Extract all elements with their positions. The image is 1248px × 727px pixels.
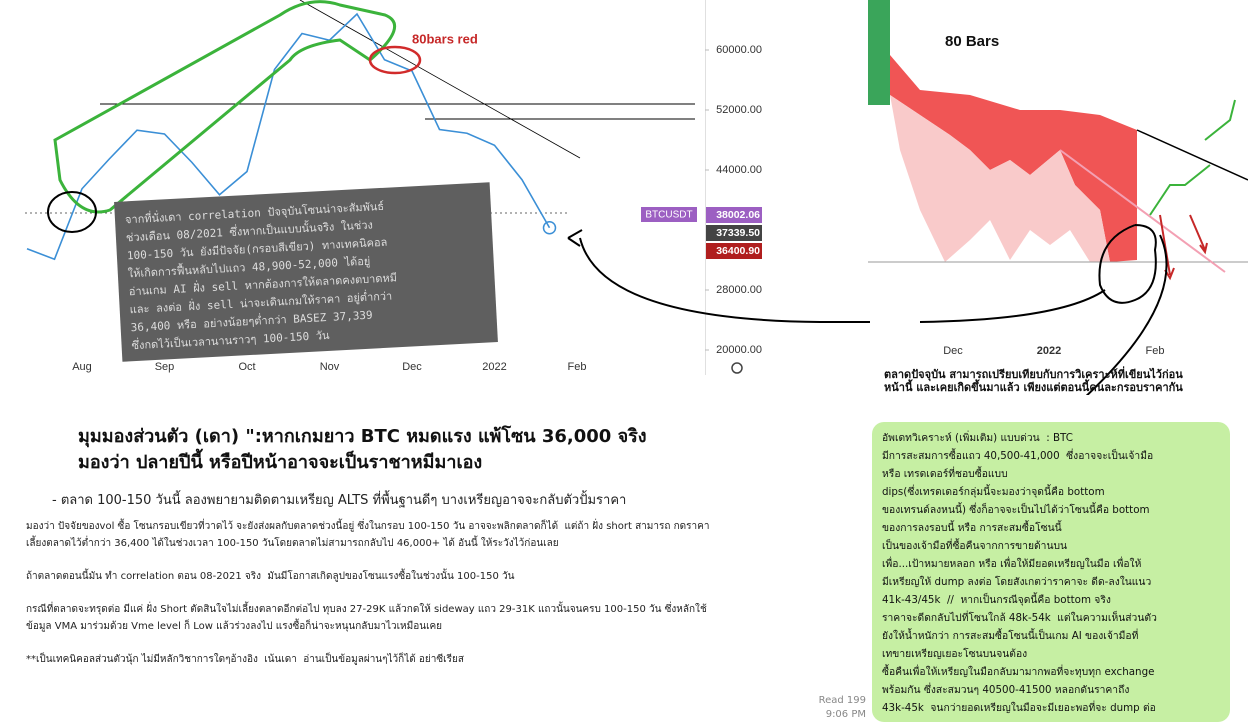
caption: ตลาดปัจจุบัน สามารถเปรียบเทียบกับการวิเค… — [884, 368, 1183, 394]
chart-title: 80 Bars — [945, 33, 999, 50]
red-area — [890, 55, 1137, 262]
chat-line: อัพเดทวิเคราะห์ (เพิ่มเติม) แบบด่วน : BT… — [882, 432, 1073, 444]
last-price-dot — [542, 221, 557, 235]
price-tag-bg — [706, 207, 762, 223]
chat-line: เพื่อ...เป้าหมายหลอก หรือ เพื่อให้มียอดเ… — [882, 558, 1142, 570]
price-line — [26, 12, 551, 261]
paragraph: ถ้าตลาดตอนนี้มัน ทำ correlation ตอน 08-2… — [26, 568, 816, 585]
trend-line — [299, 0, 581, 159]
pink-trend — [1059, 149, 1226, 273]
chat-meta: Read 199 9:06 PM — [806, 694, 866, 722]
paragraph-line: กรณีที่ตลาดจะทรุดต่อ มีแค่ ฝั่ง Short ตั… — [26, 604, 707, 615]
x-tick-label: 2022 — [1037, 345, 1061, 357]
paragraph-line: ถ้าตลาดตอนนี้มัน ทำ correlation ตอน 08-2… — [26, 571, 515, 582]
x-tick-label: Dec — [402, 361, 422, 373]
arrow-curve — [1085, 234, 1168, 395]
chat-line: ของเทรนด์ลงหนนี้) ซึ่งก็อาจจะเป็นไปได้ว่… — [882, 504, 1150, 516]
price-tag-bg — [706, 225, 762, 241]
chat-line: เป็นของเจ้ามือที่ซื้อคืนจากการขายด้านบน — [882, 540, 1068, 552]
chat-bubble: อัพเดทวิเคราะห์ (เพิ่มเติม) แบบด่วน : BT… — [872, 422, 1230, 722]
red-arrows — [1159, 214, 1208, 281]
black-circle — [1098, 224, 1157, 304]
x-tick-label: Sep — [155, 361, 175, 373]
chat-line: 43k-45k จนกว่ายอดเหรียญในมือจะมีเยอะพอที… — [882, 702, 1156, 714]
y-tick-label: 44000.00 — [716, 164, 762, 176]
caption-line: ตลาดปัจจุบัน สามารถเปรียบเทียบกับการวิเค… — [884, 368, 1183, 381]
paragraph-line: มองว่า ปัจจัยของvol ซื้อ โซนกรอบเขียวที่… — [26, 521, 710, 532]
green-channel — [53, 0, 396, 214]
caption-line: หน้านี้ และเคยเกิดขึ้นมาแล้ว เพียงแต่ตอน… — [884, 381, 1183, 394]
chat-line: ซื้อคืนเพื่อให้เหรียญในมือกลับมามากพอที่… — [882, 666, 1155, 678]
note-box: จากที่นั่งเดา correlation ปัจจุบันโซนน่า… — [114, 182, 498, 362]
chat-line: ราคาจะดีดกลับไปที่โซนใกล้ 48k-54k แต่ในค… — [882, 612, 1157, 624]
bullet: - ตลาด 100-150 วันนี้ ลองพยายามติดตามเหร… — [52, 493, 627, 508]
chat-line: หรือ เทรดเดอร์ที่ชอบซื้อแบบ — [882, 468, 1008, 480]
x-tick-label: Feb — [568, 361, 587, 373]
y-tick-label: 60000.00 — [716, 44, 762, 56]
time: 9:06 PM — [825, 709, 866, 720]
paragraph-line: เลี้ยงตลาดไว้ต่ำกว่า 36,400 ได้ในช่วงเวล… — [26, 538, 559, 549]
chat-line: dips(ซึ่งเทรดเดอร์กลุ่มนี้จะมองว่าจุดนี้… — [882, 486, 1105, 498]
x-tick-label: Aug — [72, 361, 92, 373]
headline: มุมมองส่วนตัว (เดา) ":หากเกมยาว BTC หมดแ… — [78, 424, 647, 476]
y-tick-label: 28000.00 — [716, 284, 762, 296]
annotation: 80bars red — [412, 31, 478, 46]
paragraph-line: **เป็นเทคนิคอลส่วนตัวนุ้ก ไม่มีหลักวิชาก… — [26, 654, 464, 665]
x-tick-label: 2022 — [482, 361, 506, 373]
bars-chart: 80 Bars Dec 2022 Feb — [868, 0, 1248, 395]
paragraphs: มองว่า ปัจจัยของvol ซื้อ โซนกรอบเขียวที่… — [26, 518, 816, 684]
symbol-tag-bg — [641, 207, 697, 222]
chat-line: มีการสะสมการซื้อแถว 40,500-41,000 ซึ่งอา… — [882, 450, 1154, 462]
paragraph-line: ข้อมูล VMA มาร่วมด้วย Vme level ก็ Low แ… — [26, 621, 443, 632]
paragraph: กรณีที่ตลาดจะทรุดต่อ มีแค่ ฝั่ง Short ตั… — [26, 601, 816, 635]
headline-line: มุมมองส่วนตัว (เดา) ":หากเกมยาว BTC หมดแ… — [78, 426, 647, 447]
price-tag: 37339.50 — [716, 227, 760, 239]
chat-line: เทขายเหรียญเยอะโซนบนจนต้อง — [882, 648, 1028, 660]
read-status: Read 199 — [818, 695, 866, 706]
paragraph: มองว่า ปัจจัยของvol ซื้อ โซนกรอบเขียวที่… — [26, 518, 816, 552]
black-circle — [47, 191, 97, 233]
price-tag: 38002.06 — [716, 209, 760, 221]
y-tick-label: 52000.00 — [716, 104, 762, 116]
axis-divider — [705, 0, 706, 375]
chat-line: 41k-43/45k // หากเป็นกรณีจุดนี้คือ botto… — [882, 594, 1111, 606]
headline-line: มองว่า ปลายปีนี้ หรือปีหน้าอาจจะเป็นราชา… — [78, 452, 483, 473]
red-circle — [368, 45, 422, 75]
chat-line: ของการลงรอบนี้ หรือ การสะสมซื้อโซนนี้ — [882, 522, 1062, 534]
symbol-tag: BTCUSDT — [645, 210, 692, 221]
black-trend — [1136, 129, 1248, 181]
green-area — [868, 0, 890, 105]
y-tick-label: 20000.00 — [716, 344, 762, 356]
x-tick-label: Feb — [1146, 345, 1165, 357]
green-arrows — [1149, 99, 1236, 216]
chat-line: ยังให้น้ำหนักว่า การสะสมซื้อโซนนี้เป็นเก… — [882, 630, 1139, 642]
price-tag: 36400.90 — [716, 245, 760, 257]
paragraph: **เป็นเทคนิคอลส่วนตัวนุ้ก ไม่มีหลักวิชาก… — [26, 651, 816, 668]
arrow-curve — [919, 289, 1106, 323]
x-tick-label: Oct — [238, 361, 255, 373]
chat-line: มีเหรียญให้ dump ลงต่อ โดยสังเกตว่าราคาจ… — [882, 576, 1152, 588]
x-tick-label: Dec — [943, 345, 963, 357]
settings-icon[interactable] — [731, 362, 743, 374]
chat-line: พร้อมกัน ซึ่งสะสมวนๆ 40500-41500 หลอกดัน… — [882, 684, 1130, 696]
pink-area — [890, 95, 1110, 262]
x-tick-label: Nov — [320, 361, 340, 373]
